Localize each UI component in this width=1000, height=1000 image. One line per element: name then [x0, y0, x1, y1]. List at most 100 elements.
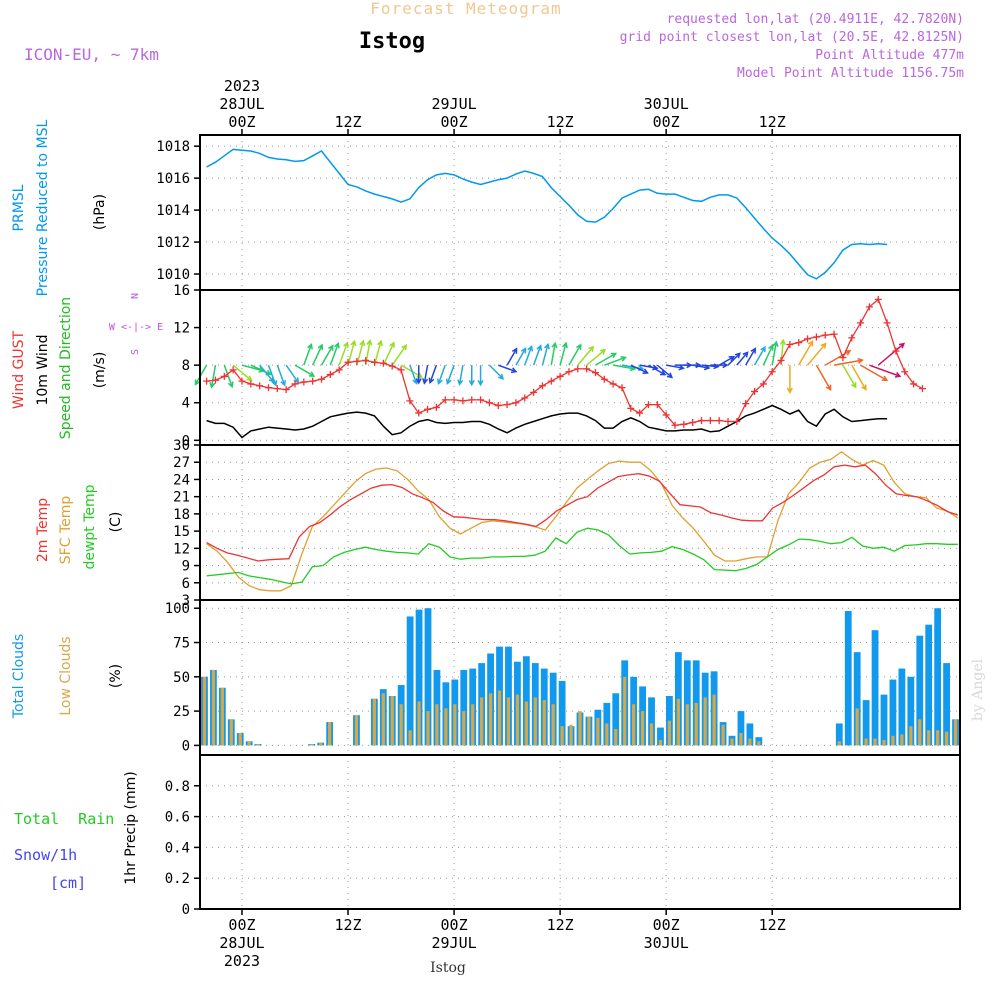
wind-gust-marker: [892, 347, 900, 355]
watermark: by Angel: [970, 658, 986, 721]
total-cloud-bar: [925, 624, 933, 746]
wind-arrow-head: [227, 381, 234, 389]
wind-gust-marker: [503, 401, 511, 409]
y-tick-label: 12: [173, 321, 190, 337]
bottom-time-label: 12Z: [334, 916, 361, 934]
wind-gust-marker: [220, 372, 228, 380]
y-tick-label: 24: [173, 472, 190, 488]
pressure-label-prmsl: PRMSL: [11, 184, 27, 231]
wind-direction-arrow: [851, 364, 867, 391]
wind-arrow-shaft: [745, 348, 756, 366]
wind-arrow-shaft: [458, 365, 464, 385]
total-cloud-bar: [746, 723, 754, 746]
low-cloud-bar: [480, 697, 484, 746]
low-cloud-bar: [310, 744, 314, 746]
wind-direction-arrow: [762, 343, 774, 366]
wind-arrow-head: [359, 339, 366, 347]
wind-gust-marker: [477, 396, 485, 404]
wind-gust-marker: [406, 397, 414, 405]
wind-arrow-shaft: [250, 364, 271, 376]
wind-direction-arrow: [656, 364, 674, 379]
wind-gust-marker: [662, 411, 670, 419]
low-cloud-bar: [471, 704, 475, 746]
wind-labels: Wind GUST 10m Wind Speed and Direction (…: [11, 293, 163, 439]
wind-gust-marker: [326, 371, 334, 379]
y-tick-label: 18: [173, 507, 190, 523]
wind-arrow-shaft: [842, 364, 857, 388]
total-cloud-bar: [424, 608, 432, 746]
wind-gust-marker: [653, 401, 661, 409]
wind-gust-marker: [530, 388, 538, 396]
wind-arrow-shaft: [267, 364, 277, 386]
wind-gust-marker: [238, 377, 246, 385]
wind-gust-marker: [203, 377, 211, 385]
wind-arrow-head: [820, 342, 827, 349]
wind-gust-marker: [309, 377, 317, 385]
wind-direction-arrow: [683, 362, 702, 369]
wind-direction-arrow: [586, 348, 607, 366]
low-cloud-bar: [918, 719, 922, 746]
low-cloud-bar: [614, 728, 618, 746]
total-cloud-bar: [522, 656, 530, 746]
y-tick-label: 0: [182, 433, 190, 449]
wind-direction-arrow: [285, 364, 300, 384]
low-cloud-bar: [515, 694, 520, 746]
wind-gust-marker: [786, 340, 794, 348]
wind-arrow-shaft: [437, 364, 446, 384]
wind-direction-arrow: [445, 364, 455, 386]
wind-gust-marker: [742, 400, 750, 408]
wind-arrow-head: [576, 343, 582, 350]
wind-gust-line: [206, 298, 923, 426]
wind-gust-marker: [839, 354, 847, 362]
low-cloud-bar: [676, 698, 680, 746]
low-cloud-bar: [658, 739, 663, 746]
top-time-label: 12Z: [759, 113, 786, 131]
wind-direction-arrow: [877, 342, 906, 366]
total-cloud-bar: [683, 660, 691, 746]
wind-arrow-head: [366, 338, 373, 346]
temp-dewpoint-line: [206, 527, 958, 585]
y-tick-label: 21: [173, 490, 190, 506]
wind-arrow-head: [280, 379, 287, 387]
total-cloud-bar: [835, 723, 843, 746]
low-cloud-bar: [873, 738, 877, 746]
bottom-time-label: 00Z: [228, 916, 255, 934]
wind-direction-arrow: [860, 364, 889, 382]
wind-direction-arrow: [550, 341, 558, 366]
total-cloud-bar: [844, 610, 852, 746]
wind-gust-marker: [857, 319, 865, 327]
wind-direction-arrow: [786, 365, 793, 394]
wind-direction-arrow: [391, 343, 408, 366]
low-cloud-bar: [721, 724, 725, 746]
precip-label-cm: [cm]: [50, 874, 86, 892]
wind-direction-arrow: [477, 365, 484, 387]
low-cloud-bar: [408, 730, 412, 746]
low-cloud-bar: [864, 738, 868, 746]
footer-location: Istog: [430, 960, 466, 976]
y-tick-label: 1016: [156, 171, 190, 187]
low-cloud-bar: [739, 733, 743, 746]
y-tick-label: 1018: [156, 139, 190, 155]
wind-gust-marker: [468, 396, 476, 404]
wind-direction-arrow: [710, 362, 729, 369]
wind-arrow-shaft: [223, 364, 233, 387]
wind-direction-arrow: [824, 350, 852, 366]
panel-border: [199, 754, 961, 910]
wind-gust-marker: [830, 330, 838, 338]
low-cloud-bar: [953, 719, 958, 746]
panel-border: [199, 134, 961, 291]
precip-unit: 1hr Precip (mm): [123, 771, 139, 884]
wind-gust-marker: [706, 417, 714, 425]
wind-arrow-shaft: [446, 364, 455, 384]
wind-direction-arrow: [648, 364, 667, 376]
wind-arrow-head: [536, 344, 543, 351]
wind-direction-arrow: [428, 364, 438, 385]
wind-direction-arrow: [736, 351, 749, 366]
wind-gust-marker: [371, 358, 379, 366]
low-cloud-bar: [220, 687, 224, 746]
wind-direction-arrow: [382, 341, 395, 366]
low-cloud-bar: [229, 719, 233, 746]
wind-arrow-shaft: [497, 364, 517, 373]
